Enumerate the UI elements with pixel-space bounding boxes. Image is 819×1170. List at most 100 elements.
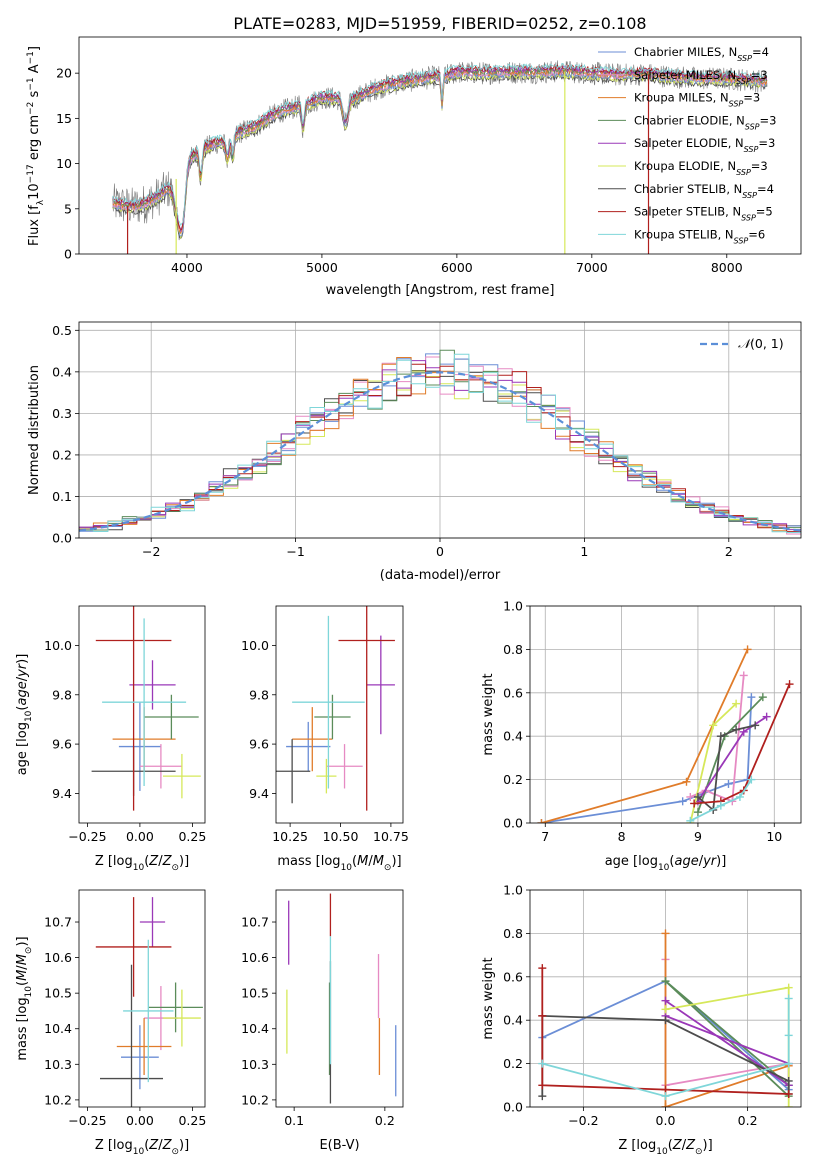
y-tick-label: 10.3 [44,1057,72,1072]
spectrum-y-label-part: −2 [26,102,36,115]
mass_age-panel: 10.25 10.50 10.75 9.4 9.6 9.8 10.0 mass [log10(… [241,605,409,873]
legend-sub: SSP [729,99,744,108]
y-tick-label: 0.3 [52,406,72,421]
z_weight-x-label-part: / [682,1138,687,1153]
z_mass-y-label-part: )] [15,936,30,946]
y-tick-label: 9.8 [249,687,269,702]
z_weight-x-label-part: ( [668,1138,673,1153]
axes-border [275,889,404,1108]
z_weight-y-label: mass weight [481,957,496,1039]
figure-title: PLATE=0283, MJD=51959, FIBERID=0252, z=0… [233,14,646,33]
x-tick-label: 8000 [711,260,743,275]
z_age-y-label-part: age [15,681,30,705]
y-tick-label: 0.0 [503,1100,523,1115]
y-tick-label: 1.0 [503,599,523,614]
x-tick-label: 5000 [306,260,338,275]
legend-count: =3 [758,136,775,150]
y-tick-label: 5 [64,201,72,216]
x-tick-label: 0 [436,544,444,559]
mass_age-x-label-part: ( [352,854,357,869]
x-tick-label: 10.50 [323,829,359,844]
ebv_mass-x-label-part: E(B-V) [319,1138,359,1153]
z_age-y-label-part: )] [15,654,30,664]
y-tick-label: 0.4 [52,364,72,379]
frame: −0.25 0.00 0.25 10.2 10.3 10.4 10.5 10.6 10.7 Z [… [15,889,206,1157]
x-tick-label: 8 [618,829,626,844]
legend-count: =3 [760,113,777,127]
y-tick-label: 9.4 [52,786,72,801]
z_weight-x-label-part: 10 [656,1147,668,1157]
z_mass-x-label-part: ⊙ [171,1147,179,1157]
age_weight-x-label-part: )] [716,854,726,869]
age_weight-x-label-part: yr [702,854,718,869]
axes-border [529,889,802,1108]
grid [530,605,801,824]
z_age-y-label-part: 10 [24,710,34,722]
y-tick-label: 0.2 [503,772,523,787]
age_weight-x-label: age [log10(age/yr)] [605,854,727,873]
legend-count: =3 [751,159,768,173]
z_age-x-label-part: Z [148,854,159,869]
x-tick-label: 0.00 [126,829,154,844]
x-tick-label: 0.00 [126,1113,154,1128]
residuals-y-label: Normed distribution [27,365,42,495]
spectrum-panel: 4000 5000 6000 7000 8000 0 5 10 15 20 Chabrier MIL… [26,36,802,298]
legend-sub: SSP [742,190,757,199]
age_weight-x-label-part: age [674,854,698,869]
y-tick-label: 10.2 [44,1092,72,1107]
y-tick-label: 0.1 [52,489,72,504]
x-tick-label: 0.1 [284,1113,304,1128]
z_mass-y-label-part: ( [15,981,30,986]
z_mass-x-label-part: Z [162,1138,173,1153]
legend-entry: Kroupa MILES, NSSP=3 [634,91,760,109]
plot-area [276,606,395,811]
ebv_mass-panel: 0.1 0.2 10.2 10.3 10.4 10.5 10.6 10.7 E(B-V) [241,889,404,1153]
mass_age-x-label-part: M [373,854,384,869]
legend-entry: Salpeter ELODIE, NSSP=3 [634,136,775,154]
x-tick-label: 10 [766,829,782,844]
mass_age-x-label: mass [log10(M/M⊙)] [277,854,401,873]
z_mass-x-label-part: / [158,1138,163,1153]
y-tick-label: 0.6 [503,969,523,984]
legend-sub: SSP [734,236,749,245]
legend-entry: Chabrier MILES, NSSP=4 [634,45,769,63]
z_age-x-label-part: Z [log [95,854,133,869]
legend-label: Kroupa MILES, N [634,91,729,105]
z_age-x-label-part: Z [162,854,173,869]
legend-sub: SSP [745,122,760,131]
legend-label: Salpeter MILES, N [634,68,736,82]
z_mass-x-label-part: Z [148,1138,159,1153]
spectrum-y-label-part: −17 [26,164,36,183]
x-tick-label: 0.0 [656,1113,676,1128]
axes-border [275,605,404,824]
y-tick-label: 10.4 [241,1021,269,1036]
x-tick-label: 4000 [171,260,203,275]
age_weight-x-label-part: age [log [605,854,658,869]
spectrum-y-label: Flux [fλ10−17 erg cm−2 s−1 A−1] [26,46,46,246]
z_age-x-label-part: 10 [133,863,145,873]
y-tick-label: 9.6 [52,737,72,752]
y-tick-label: 15 [56,111,72,126]
z_age-y-label-part: / [15,676,30,681]
y-tick-label: 0.2 [52,447,72,462]
y-tick-label: 10.0 [44,638,72,653]
z_weight-x-label-part: Z [672,1138,683,1153]
z_weight-x-label-part: ⊙ [695,1147,703,1157]
y-tick-label: 0.4 [503,1013,523,1028]
y-tick-label: 0.4 [503,729,523,744]
z_weight-panel: −0.2 0.0 0.20.00.20.40.60.81.0Z [log10(Z/Z… [481,883,802,1157]
z_weight-x-label: Z [log10(Z/Z⊙)] [618,1138,712,1157]
axes-border [529,605,802,824]
z_age-y-label-part: ( [15,706,30,711]
legend-count: =5 [756,205,773,219]
legend-label: Salpeter ELODIE, N [634,136,744,150]
spectrum-y-label-part: s [27,90,42,101]
legend-entry: Kroupa ELODIE, NSSP=3 [634,159,768,177]
z_age-x-label-part: ( [144,854,149,869]
z_mass-x-label-part: )] [179,1138,189,1153]
plot-area [95,897,203,1107]
y-tick-label: 9.6 [249,737,269,752]
legend-count: =3 [743,91,760,105]
